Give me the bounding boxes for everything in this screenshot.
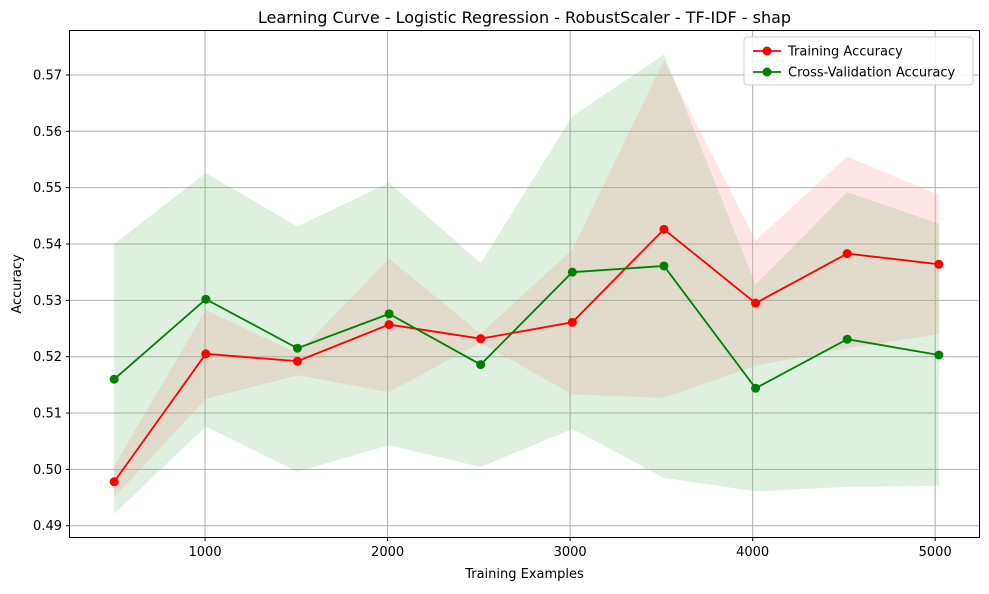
training-accuracy-point — [384, 320, 394, 330]
cv-accuracy-point — [201, 294, 211, 304]
cv-accuracy-band — [114, 54, 939, 514]
cv-accuracy-point — [109, 374, 119, 384]
y-tick-label: 0.55 — [33, 181, 62, 196]
cv-accuracy-point — [292, 343, 302, 353]
cv-accuracy-line — [113, 265, 939, 390]
confidence-bands — [114, 54, 939, 514]
training-accuracy-point — [751, 298, 761, 308]
y-tick-label: 0.57 — [33, 68, 62, 83]
x-tick-label: 3000 — [554, 545, 587, 560]
y-tick-label: 0.56 — [33, 125, 62, 140]
cv-accuracy-point — [476, 360, 486, 370]
plot-area-frame — [69, 30, 980, 538]
training-accuracy-line — [113, 228, 939, 483]
legend: Training Accuracy Cross-Validation Accura… — [743, 36, 974, 86]
legend-cv-marker — [762, 67, 772, 77]
y-tick-label: 0.52 — [33, 350, 62, 365]
legend-box — [743, 36, 974, 86]
x-tick-label: 5000 — [919, 545, 952, 560]
x-tick-label: 4000 — [736, 545, 769, 560]
cv-accuracy-point — [934, 350, 944, 360]
y-axis-ticks: 0.49 0.50 0.51 0.52 0.53 0.54 0.55 0.56 0.57 — [33, 68, 70, 534]
chart-title: Learning Curve - Logistic Regression - R… — [258, 8, 791, 27]
y-tick-label: 0.53 — [33, 294, 62, 309]
legend-training-marker — [762, 46, 772, 56]
training-accuracy-point — [659, 224, 669, 234]
series-lines — [109, 224, 944, 487]
training-accuracy-point — [842, 249, 852, 259]
x-axis-label: Training Examples — [464, 567, 584, 582]
legend-training-label: Training Accuracy — [787, 45, 903, 60]
x-axis-ticks: 1000 2000 3000 4000 5000 — [189, 537, 952, 560]
y-tick-label: 0.50 — [33, 463, 62, 478]
cv-accuracy-point — [751, 383, 761, 393]
training-accuracy-point — [567, 317, 577, 327]
training-accuracy-point — [476, 334, 486, 344]
legend-cv-label: Cross-Validation Accuracy — [788, 66, 956, 81]
training-accuracy-point — [201, 349, 211, 359]
training-accuracy-point — [292, 356, 302, 366]
cv-accuracy-point — [842, 334, 852, 344]
x-tick-label: 2000 — [371, 545, 404, 560]
x-tick-label: 1000 — [189, 545, 222, 560]
y-tick-label: 0.49 — [33, 519, 62, 534]
y-axis-label: Accuracy — [10, 254, 25, 314]
y-tick-label: 0.54 — [33, 237, 62, 252]
training-accuracy-band — [114, 60, 939, 498]
training-accuracy-point — [934, 259, 944, 269]
cv-accuracy-point — [567, 267, 577, 277]
cv-accuracy-point — [384, 309, 394, 319]
training-accuracy-point — [109, 477, 119, 487]
cv-accuracy-point — [659, 261, 669, 271]
y-tick-label: 0.51 — [33, 407, 62, 422]
